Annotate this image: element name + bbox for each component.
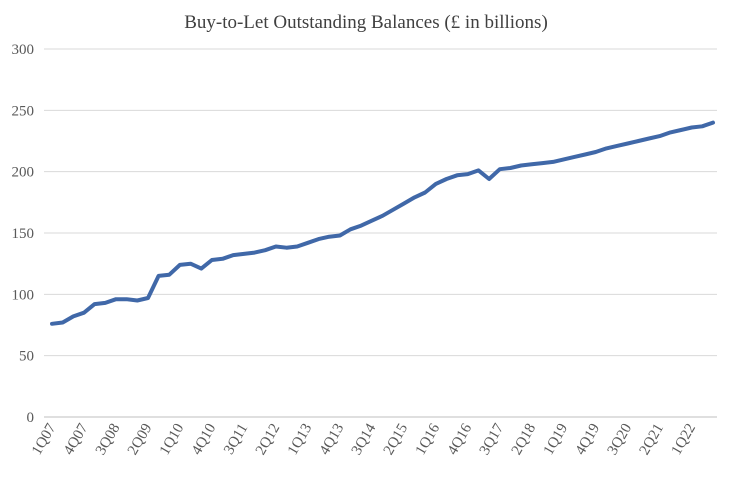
x-tick-label-1Q22: 1Q22	[669, 421, 700, 458]
y-tick-label-50: 50	[19, 349, 34, 365]
x-tick-label-2Q09: 2Q09	[125, 421, 156, 458]
x-tick-label-4Q19: 4Q19	[573, 421, 604, 458]
x-tick-label-3Q20: 3Q20	[605, 421, 636, 458]
x-tick-label-2Q15: 2Q15	[381, 421, 412, 458]
x-tick-label-2Q21: 2Q21	[637, 421, 668, 458]
y-tick-label-150: 150	[12, 226, 35, 242]
x-tick-label-4Q07: 4Q07	[61, 421, 92, 458]
x-tick-label-3Q17: 3Q17	[477, 421, 508, 458]
y-tick-label-0: 0	[27, 410, 35, 426]
y-tick-label-200: 200	[12, 165, 35, 181]
y-tick-label-100: 100	[12, 287, 35, 303]
x-tick-label-1Q07: 1Q07	[29, 421, 60, 458]
chart-title: Buy-to-Let Outstanding Balances (£ in bi…	[184, 12, 548, 33]
y-axis-tick-labels: 0 50 100 150 200 250 300	[12, 42, 35, 426]
x-tick-label-4Q13: 4Q13	[317, 421, 348, 458]
y-tick-label-250: 250	[12, 103, 35, 119]
x-axis-tick-labels: 1Q07 4Q07 3Q08 2Q09 1Q10 4Q10 3Q11 2Q12 1Q13 4Q13…	[29, 421, 699, 458]
x-tick-label-1Q13: 1Q13	[285, 421, 316, 458]
x-tick-label-2Q12: 2Q12	[253, 421, 284, 458]
x-tick-label-4Q16: 4Q16	[445, 421, 476, 458]
x-tick-label-3Q11: 3Q11	[221, 421, 251, 457]
x-tick-label-4Q10: 4Q10	[189, 421, 220, 458]
x-tick-label-1Q19: 1Q19	[541, 421, 572, 458]
x-tick-label-3Q14: 3Q14	[349, 421, 380, 458]
x-tick-label-2Q18: 2Q18	[509, 421, 540, 458]
series-layer	[50, 120, 715, 326]
series-line-0	[50, 120, 715, 326]
y-tick-label-300: 300	[12, 42, 35, 58]
x-tick-label-3Q08: 3Q08	[93, 421, 124, 458]
x-tick-label-1Q10: 1Q10	[157, 421, 188, 458]
x-tick-label-1Q16: 1Q16	[413, 421, 444, 458]
gridlines	[44, 48, 717, 418]
